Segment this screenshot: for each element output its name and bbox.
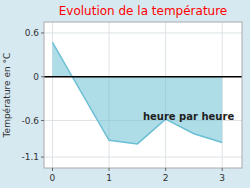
axis-label: Température en °C [2,53,12,139]
zero-line [44,76,242,78]
tick-label: 0 [33,72,39,82]
tick [41,120,44,121]
grid-line [44,157,242,158]
tick [222,168,223,171]
area [52,42,222,143]
grid-line [44,76,242,77]
annotation: heure par heure [143,111,234,122]
tick-label: 2 [163,173,169,183]
tick-label: 0.6 [25,28,40,38]
title: Evolution de la température [59,4,228,18]
line [52,42,222,143]
tick [109,168,110,171]
tick-label: 1 [106,173,112,183]
tick [165,168,166,171]
tick [52,168,53,171]
tick-label: 0 [50,173,56,183]
tick [41,157,44,158]
plot-area [44,42,242,143]
chart: 0 1 2 3 -1.1 -0.6 0 0.6 Evolution de la températ… [0,0,250,188]
tick-label: 3 [219,173,225,183]
tick-label: -0.6 [21,116,39,126]
tick [41,76,44,77]
tick-label: -1.1 [21,152,39,162]
plot-background [44,22,242,168]
grid-line [44,32,242,33]
tick [41,32,44,33]
plot-frame [44,22,242,168]
